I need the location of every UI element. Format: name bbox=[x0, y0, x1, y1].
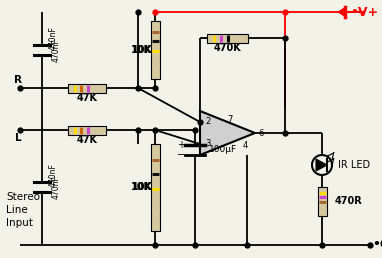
Text: Stereo
Line
Input: Stereo Line Input bbox=[6, 192, 40, 228]
Text: 470R: 470R bbox=[335, 197, 363, 206]
Text: 470nF: 470nF bbox=[52, 175, 61, 199]
Text: •V+: •V+ bbox=[350, 5, 378, 19]
Text: L: L bbox=[15, 133, 21, 143]
FancyBboxPatch shape bbox=[151, 144, 160, 231]
Text: 470nF: 470nF bbox=[49, 26, 58, 50]
Polygon shape bbox=[337, 7, 345, 17]
Text: •Gnd: •Gnd bbox=[372, 238, 382, 252]
Text: 10K: 10K bbox=[131, 45, 152, 55]
Text: 7: 7 bbox=[227, 115, 233, 124]
Text: 100μF: 100μF bbox=[209, 146, 237, 155]
Text: 470K: 470K bbox=[214, 43, 241, 53]
Text: 3: 3 bbox=[205, 140, 210, 149]
Text: +: + bbox=[177, 140, 185, 150]
Text: R: R bbox=[14, 75, 22, 85]
FancyBboxPatch shape bbox=[68, 125, 106, 134]
Text: 10K: 10K bbox=[131, 182, 152, 192]
Text: 4: 4 bbox=[242, 141, 248, 149]
Text: IR LED: IR LED bbox=[338, 160, 370, 170]
Text: 2: 2 bbox=[205, 117, 210, 126]
Text: 470nF: 470nF bbox=[52, 38, 61, 62]
Text: 6: 6 bbox=[258, 128, 263, 138]
Text: 470nF: 470nF bbox=[49, 163, 58, 187]
Text: 10K: 10K bbox=[131, 182, 152, 192]
FancyBboxPatch shape bbox=[317, 188, 327, 216]
Polygon shape bbox=[200, 111, 255, 155]
Text: 47K: 47K bbox=[76, 93, 97, 103]
FancyBboxPatch shape bbox=[151, 21, 160, 79]
Text: 10K: 10K bbox=[131, 45, 152, 55]
Polygon shape bbox=[316, 159, 327, 171]
FancyBboxPatch shape bbox=[207, 34, 248, 43]
FancyBboxPatch shape bbox=[68, 84, 106, 93]
Text: 47K: 47K bbox=[76, 135, 97, 145]
Text: −: − bbox=[177, 150, 185, 160]
